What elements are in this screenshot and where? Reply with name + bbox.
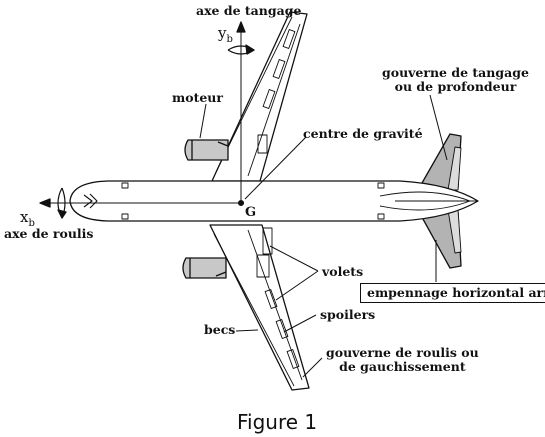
- elevator-label-line2: ou de profondeur: [394, 79, 517, 94]
- upper-spoilers: [257, 29, 296, 154]
- door-4: [377, 213, 385, 220]
- pitch-axis-arrowhead: [236, 21, 246, 33]
- pitch-axis-label: axe de tangage: [196, 3, 302, 18]
- aileron-label-line1: gouverne de roulis ou: [326, 345, 479, 360]
- cockpit-windows: [83, 193, 98, 209]
- lower-wing: [209, 224, 310, 391]
- engine-label: moteur: [172, 90, 223, 105]
- upper-slat-strip: [215, 16, 293, 173]
- door-3: [377, 182, 385, 189]
- upper-flap-strip: [247, 23, 301, 177]
- cg-label: centre de gravité: [303, 126, 423, 141]
- stabilizer-label: empennage horizontal arrière: [360, 283, 545, 303]
- fuselage: [69, 180, 479, 222]
- aileron-label-line2: de gauchissement: [339, 359, 466, 374]
- upper-engine: [184, 139, 229, 161]
- elevator-label: gouverne de tangage ou de profondeur: [382, 66, 529, 94]
- cg-point: [237, 199, 245, 207]
- spoilers-label: spoilers: [320, 307, 376, 322]
- aileron-label: gouverne de roulis ou de gauchissement: [326, 346, 479, 374]
- tail-cone: [379, 191, 471, 211]
- xb-symbol: xb: [20, 208, 35, 229]
- door-1: [121, 182, 129, 189]
- flaps-label: volets: [322, 264, 364, 279]
- figure-caption: Figure 1: [237, 410, 318, 434]
- slats-label: becs: [204, 322, 236, 337]
- xb-subscript: b: [28, 218, 35, 229]
- yb-subscript: b: [226, 34, 233, 45]
- elevator-label-line1: gouverne de tangage: [382, 65, 529, 80]
- lower-spoilers: [256, 227, 300, 369]
- xb-text: x: [20, 208, 29, 226]
- roll-axis-label: axe de roulis: [4, 226, 94, 241]
- roll-axis-arrowhead: [39, 198, 51, 208]
- lower-engine: [182, 257, 227, 279]
- door-2: [121, 213, 129, 220]
- yb-text: y: [218, 24, 227, 42]
- yb-symbol: yb: [218, 24, 233, 45]
- g-label: G: [245, 205, 257, 220]
- leader-lines: [199, 94, 448, 378]
- lower-slat-strip: [213, 233, 295, 387]
